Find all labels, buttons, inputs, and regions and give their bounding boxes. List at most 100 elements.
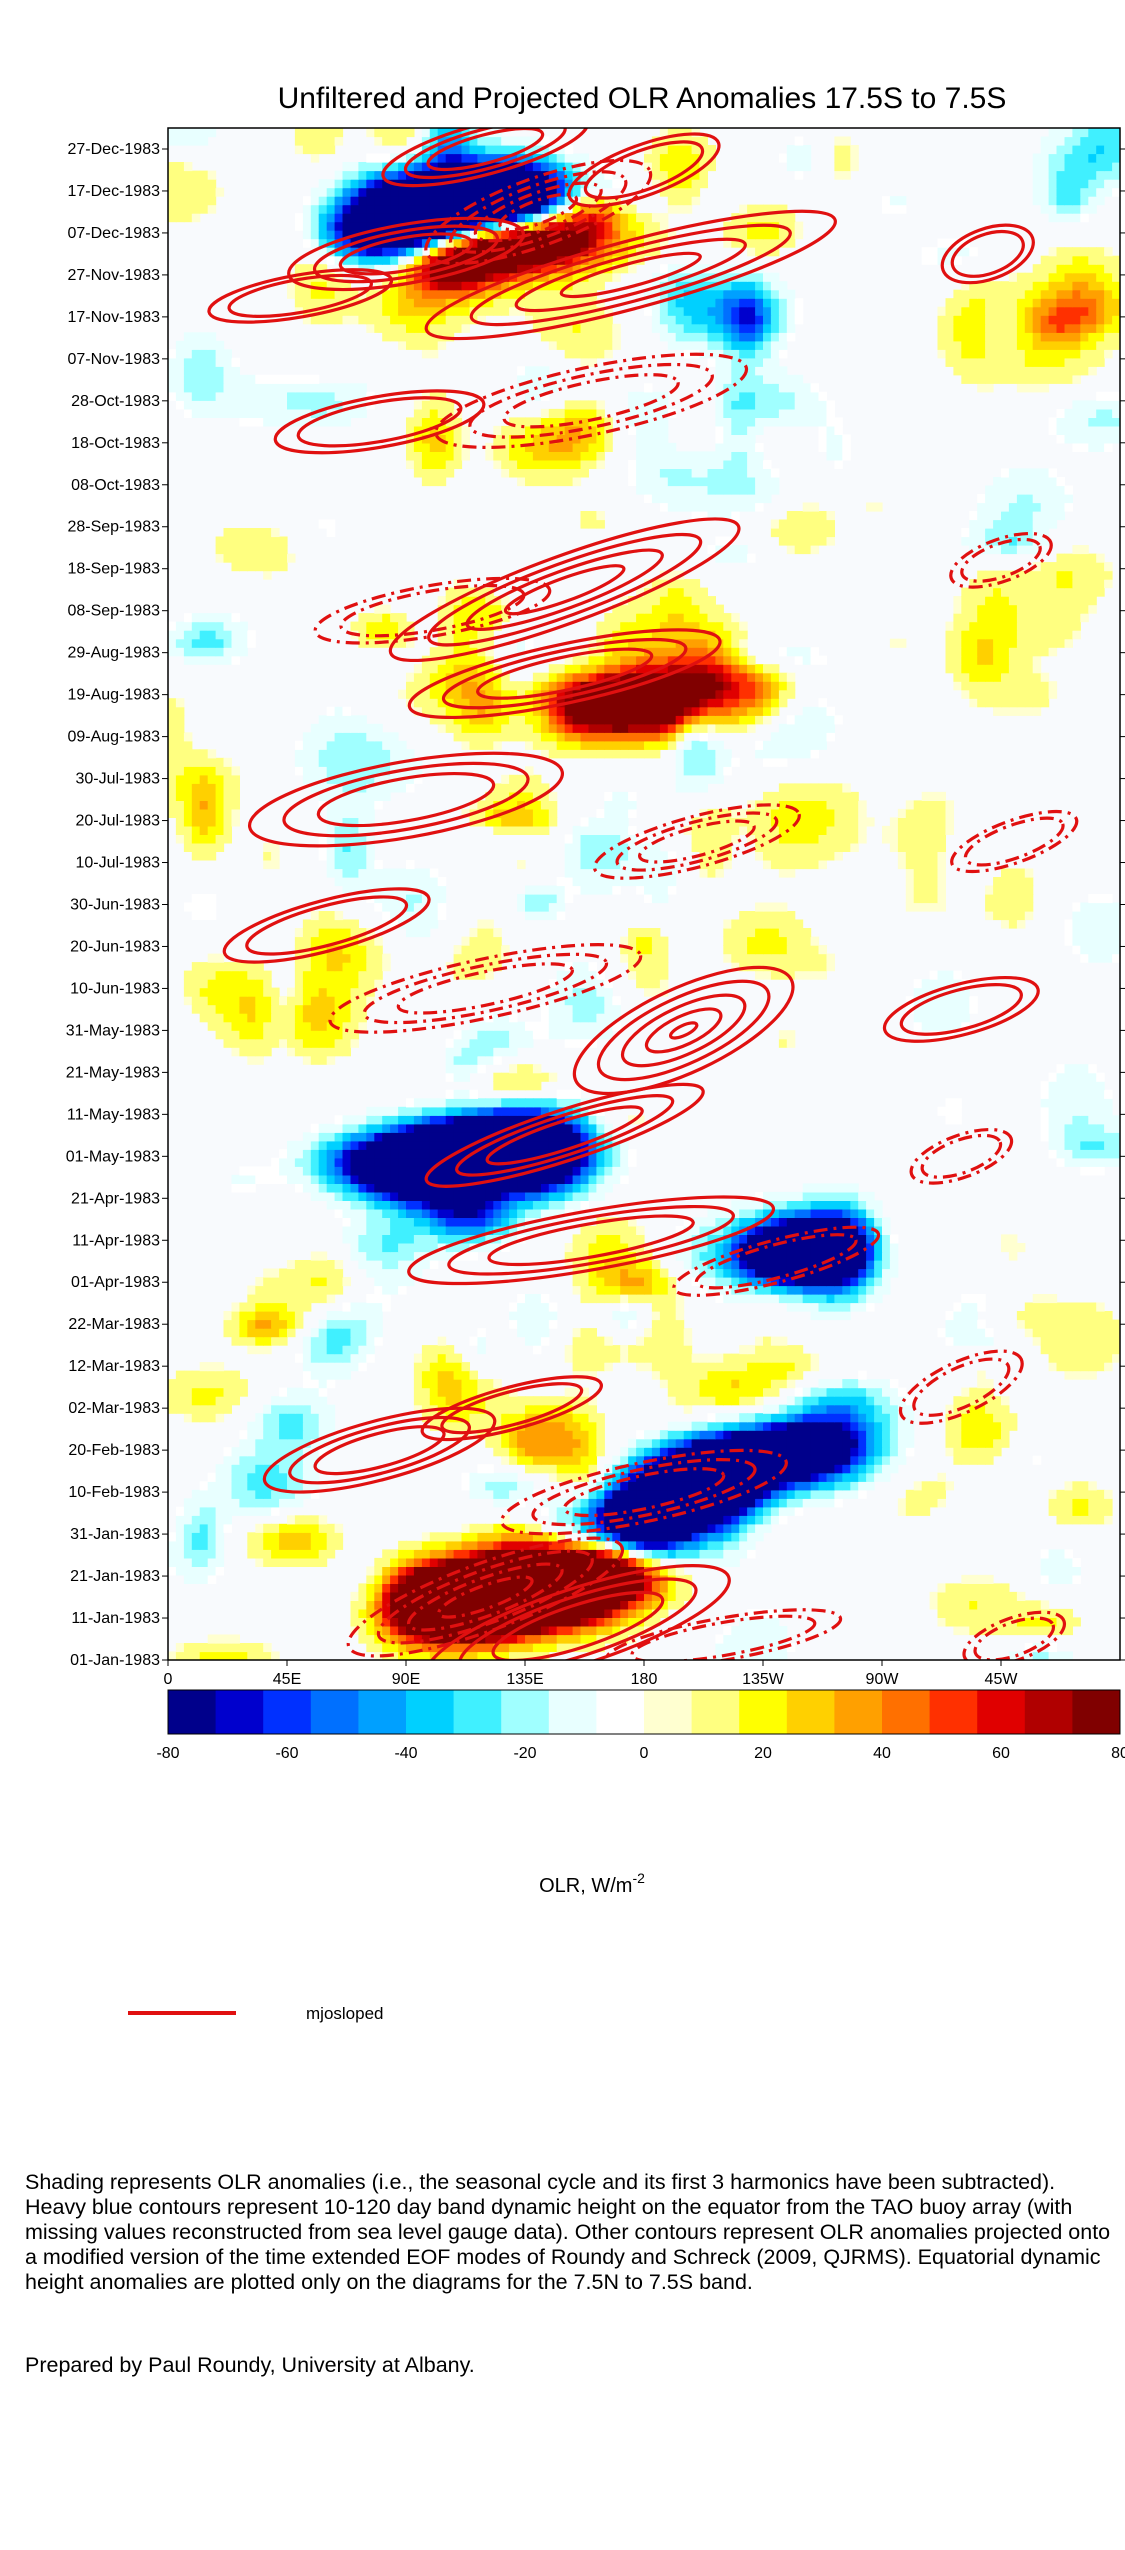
heat-cell bbox=[532, 911, 542, 921]
heat-cell bbox=[1008, 868, 1018, 878]
heat-cell bbox=[1088, 1123, 1097, 1133]
heat-cell bbox=[358, 1328, 367, 1338]
heat-cell bbox=[493, 1191, 502, 1201]
heat-cell bbox=[1001, 1396, 1010, 1406]
heat-cell bbox=[667, 1430, 677, 1440]
heat-cell bbox=[406, 1132, 415, 1142]
heat-cell bbox=[191, 970, 201, 980]
heat-cell bbox=[794, 1353, 804, 1363]
heat-cell bbox=[421, 1225, 431, 1235]
heat-cell bbox=[271, 1166, 280, 1176]
heat-cell bbox=[199, 1379, 209, 1389]
heat-cell bbox=[564, 1566, 574, 1576]
heat-cell bbox=[532, 1336, 542, 1346]
heat-cell bbox=[199, 851, 209, 861]
heat-cell bbox=[866, 1387, 875, 1397]
heat-cell bbox=[763, 860, 772, 870]
heat-cell bbox=[628, 1260, 637, 1270]
heat-cell bbox=[437, 1174, 447, 1184]
heat-cell bbox=[302, 1302, 312, 1312]
heat-cell bbox=[1056, 1098, 1065, 1108]
heat-cell bbox=[651, 987, 661, 997]
heat-cell bbox=[556, 1557, 566, 1567]
heat-cell bbox=[501, 1217, 510, 1227]
heat-cell bbox=[429, 1532, 439, 1542]
heat-cell bbox=[271, 1038, 280, 1048]
heat-cell bbox=[1072, 1106, 1081, 1116]
heat-cell bbox=[882, 1464, 891, 1474]
heat-cell bbox=[889, 1430, 899, 1440]
heat-cell bbox=[199, 1523, 209, 1533]
heat-cell bbox=[826, 1191, 835, 1201]
heat-cell bbox=[739, 1626, 748, 1636]
heat-cell bbox=[842, 1217, 851, 1227]
heat-cell bbox=[374, 868, 383, 878]
heat-cell bbox=[604, 1489, 613, 1499]
heat-cell bbox=[271, 1430, 280, 1440]
heat-cell bbox=[461, 1208, 470, 1218]
heat-cell bbox=[517, 1319, 526, 1329]
heat-cell bbox=[763, 1617, 772, 1627]
heat-cell bbox=[429, 1251, 439, 1261]
heat-cell bbox=[191, 1498, 201, 1508]
heat-cell bbox=[953, 1336, 962, 1346]
heat-cell bbox=[509, 1072, 518, 1082]
heat-cell bbox=[628, 1472, 637, 1482]
heat-cell bbox=[945, 1098, 954, 1108]
heat-cell bbox=[699, 1498, 708, 1508]
heat-cell bbox=[342, 919, 351, 929]
heat-cell bbox=[596, 825, 605, 835]
heat-cell bbox=[1088, 1311, 1097, 1321]
heat-cell bbox=[247, 1013, 256, 1023]
heat-cell bbox=[667, 860, 677, 870]
heat-cell bbox=[818, 1277, 827, 1287]
heat-cell bbox=[231, 970, 240, 980]
heat-cell bbox=[374, 1251, 383, 1261]
heat-cell bbox=[374, 936, 383, 946]
heat-cell bbox=[794, 1413, 804, 1423]
heat-cell bbox=[596, 1438, 605, 1448]
heat-cell bbox=[207, 1489, 217, 1499]
heat-cell bbox=[691, 1481, 701, 1491]
heat-cell bbox=[183, 1540, 193, 1550]
heat-cell bbox=[588, 1506, 597, 1516]
heat-cell bbox=[588, 996, 597, 1006]
heat-cell bbox=[374, 1123, 383, 1133]
heat-cell bbox=[358, 953, 367, 963]
heat-cell bbox=[715, 1251, 724, 1261]
heat-cell bbox=[215, 1557, 225, 1567]
heat-cell bbox=[421, 1574, 431, 1584]
heat-cell bbox=[731, 953, 740, 963]
heat-cell bbox=[398, 1200, 407, 1210]
heat-cell bbox=[294, 1549, 304, 1559]
heat-cell bbox=[763, 1430, 772, 1440]
heat-cell bbox=[905, 902, 915, 912]
heat-cell bbox=[858, 1379, 867, 1389]
heat-cell bbox=[556, 979, 566, 989]
heat-cell bbox=[691, 1472, 701, 1482]
heat-cell bbox=[453, 1072, 463, 1082]
heat-cell bbox=[993, 1583, 1002, 1593]
heat-cell bbox=[612, 1540, 621, 1550]
heat-cell bbox=[302, 996, 312, 1006]
heat-cell bbox=[374, 1311, 383, 1321]
heat-cell bbox=[874, 1225, 883, 1235]
heat-cell bbox=[548, 1140, 558, 1150]
heat-cell bbox=[175, 1540, 185, 1550]
heat-cell bbox=[413, 894, 423, 904]
heat-cell bbox=[493, 1047, 502, 1057]
heat-cell bbox=[342, 1311, 351, 1321]
heat-cell bbox=[644, 1251, 653, 1261]
heat-cell bbox=[445, 1200, 455, 1210]
heat-cell bbox=[168, 1540, 177, 1550]
heat-cell bbox=[469, 953, 478, 963]
heat-cell bbox=[858, 1234, 867, 1244]
heat-cell bbox=[755, 851, 764, 861]
heat-cell bbox=[374, 1243, 383, 1253]
heat-cell bbox=[382, 1200, 391, 1210]
heat-cell bbox=[572, 1566, 582, 1576]
heat-cell bbox=[199, 979, 209, 989]
heat-cell bbox=[818, 860, 827, 870]
heat-cell bbox=[794, 1200, 804, 1210]
heat-cell bbox=[287, 1030, 296, 1040]
